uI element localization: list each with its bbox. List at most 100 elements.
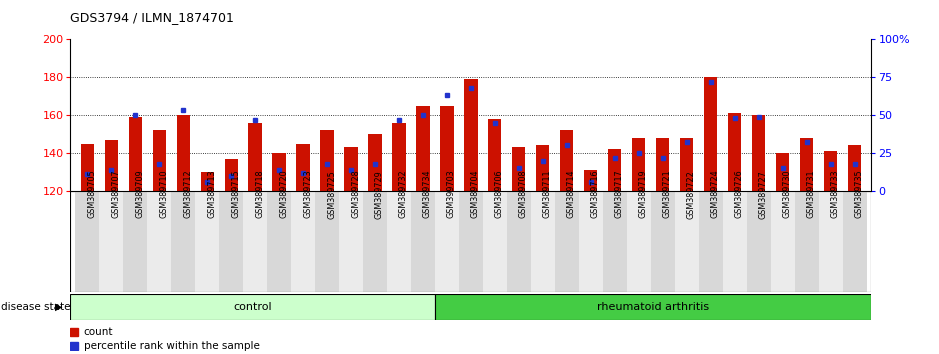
FancyBboxPatch shape	[70, 294, 435, 320]
FancyBboxPatch shape	[819, 191, 842, 292]
FancyBboxPatch shape	[578, 191, 603, 292]
FancyBboxPatch shape	[147, 191, 171, 292]
FancyBboxPatch shape	[627, 191, 651, 292]
Bar	[752, 115, 765, 191]
Bar	[297, 144, 310, 191]
Text: GSM389710: GSM389710	[159, 170, 168, 218]
FancyBboxPatch shape	[699, 191, 723, 292]
Text: GSM389721: GSM389721	[663, 170, 671, 218]
Text: GSM389713: GSM389713	[208, 170, 216, 218]
Bar	[680, 138, 693, 191]
Text: GSM389734: GSM389734	[423, 170, 432, 218]
Text: GSM389726: GSM389726	[734, 170, 744, 218]
Bar	[824, 151, 838, 191]
FancyBboxPatch shape	[75, 191, 100, 292]
FancyBboxPatch shape	[435, 294, 871, 320]
FancyBboxPatch shape	[243, 191, 267, 292]
Bar	[848, 145, 861, 191]
Text: GSM389718: GSM389718	[255, 170, 264, 218]
Bar	[201, 172, 214, 191]
FancyBboxPatch shape	[483, 191, 507, 292]
FancyBboxPatch shape	[411, 191, 435, 292]
Bar	[249, 122, 262, 191]
Text: ▶: ▶	[55, 302, 63, 312]
Bar	[464, 79, 478, 191]
FancyBboxPatch shape	[171, 191, 195, 292]
FancyBboxPatch shape	[651, 191, 675, 292]
Bar	[177, 115, 190, 191]
Bar	[728, 113, 741, 191]
FancyBboxPatch shape	[675, 191, 699, 292]
Bar	[608, 149, 622, 191]
FancyBboxPatch shape	[387, 191, 411, 292]
FancyBboxPatch shape	[195, 191, 219, 292]
FancyBboxPatch shape	[771, 191, 794, 292]
Text: GSM389704: GSM389704	[471, 170, 480, 218]
Text: count: count	[84, 327, 113, 337]
FancyBboxPatch shape	[219, 191, 243, 292]
Text: GDS3794 / ILMN_1874701: GDS3794 / ILMN_1874701	[70, 11, 235, 24]
Bar	[536, 145, 549, 191]
Bar	[704, 77, 717, 191]
Bar	[272, 153, 285, 191]
FancyBboxPatch shape	[603, 191, 627, 292]
Text: GSM399703: GSM399703	[447, 170, 456, 218]
Bar	[800, 138, 813, 191]
Bar	[584, 170, 597, 191]
Text: disease state: disease state	[1, 302, 70, 312]
FancyBboxPatch shape	[842, 191, 867, 292]
Bar	[393, 122, 406, 191]
Bar	[81, 144, 94, 191]
FancyBboxPatch shape	[555, 191, 578, 292]
Text: GSM389705: GSM389705	[87, 170, 96, 218]
Bar	[104, 140, 117, 191]
Text: GSM389708: GSM389708	[519, 170, 528, 218]
Text: GSM389712: GSM389712	[183, 170, 192, 218]
Text: GSM389727: GSM389727	[759, 170, 768, 218]
FancyBboxPatch shape	[747, 191, 771, 292]
Bar	[513, 147, 526, 191]
Text: GSM389724: GSM389724	[711, 170, 719, 218]
FancyBboxPatch shape	[267, 191, 291, 292]
Text: GSM389733: GSM389733	[831, 170, 839, 218]
Text: GSM389719: GSM389719	[639, 170, 648, 218]
FancyBboxPatch shape	[435, 191, 459, 292]
Text: GSM389715: GSM389715	[231, 170, 240, 218]
FancyBboxPatch shape	[794, 191, 819, 292]
Bar	[776, 153, 790, 191]
Text: GSM389732: GSM389732	[399, 170, 408, 218]
Text: GSM389729: GSM389729	[375, 170, 384, 218]
Bar	[320, 130, 333, 191]
FancyBboxPatch shape	[459, 191, 483, 292]
Bar	[561, 130, 574, 191]
Text: GSM389730: GSM389730	[783, 170, 792, 218]
Text: GSM389711: GSM389711	[543, 170, 552, 218]
Text: GSM389725: GSM389725	[327, 170, 336, 218]
Text: GSM389714: GSM389714	[567, 170, 576, 218]
Text: GSM389707: GSM389707	[111, 170, 120, 218]
Text: GSM389728: GSM389728	[351, 170, 360, 218]
Bar	[416, 105, 429, 191]
FancyBboxPatch shape	[531, 191, 555, 292]
Bar	[345, 147, 358, 191]
Bar	[488, 119, 501, 191]
Text: GSM389723: GSM389723	[303, 170, 312, 218]
Bar	[224, 159, 238, 191]
Text: GSM389706: GSM389706	[495, 170, 504, 218]
FancyBboxPatch shape	[363, 191, 387, 292]
FancyBboxPatch shape	[123, 191, 147, 292]
Text: GSM389731: GSM389731	[807, 170, 816, 218]
Bar	[440, 105, 454, 191]
Bar	[368, 134, 381, 191]
Text: GSM389717: GSM389717	[615, 170, 623, 218]
Text: GSM389735: GSM389735	[854, 170, 864, 218]
FancyBboxPatch shape	[723, 191, 747, 292]
FancyBboxPatch shape	[100, 191, 123, 292]
Bar	[152, 130, 166, 191]
Text: GSM389722: GSM389722	[686, 170, 696, 218]
Text: percentile rank within the sample: percentile rank within the sample	[84, 341, 259, 350]
Text: GSM389716: GSM389716	[591, 170, 600, 218]
Bar	[129, 117, 142, 191]
Bar	[632, 138, 645, 191]
Text: rheumatoid arthritis: rheumatoid arthritis	[597, 302, 709, 312]
